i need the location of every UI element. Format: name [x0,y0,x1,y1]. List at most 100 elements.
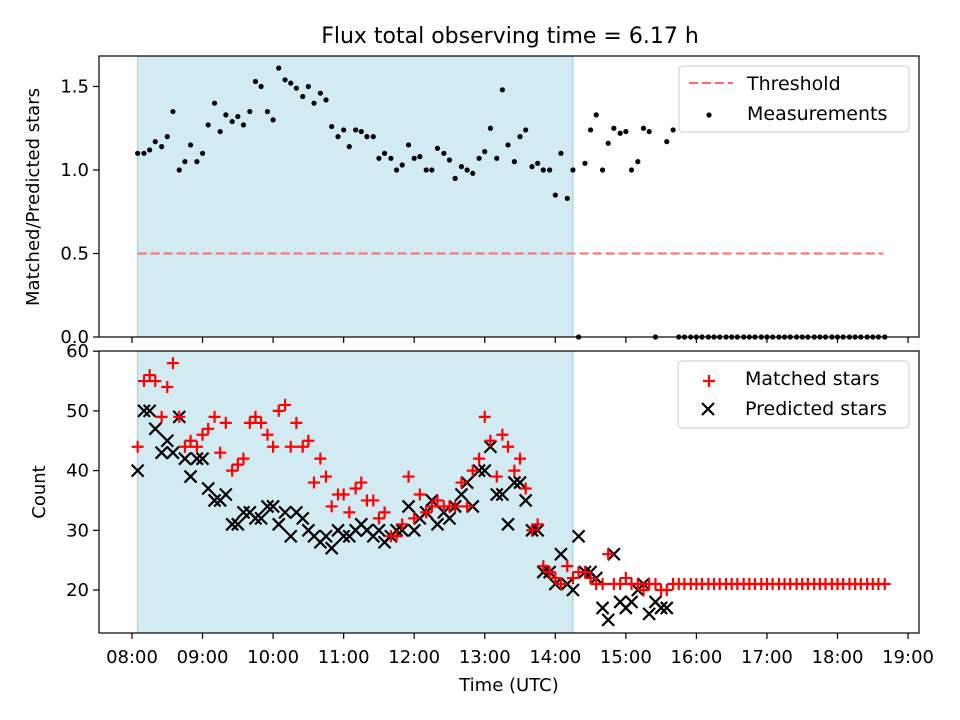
matched-star-point [190,440,203,453]
star-count-y-axis-label: Count [29,465,50,518]
flux-ratio-axes-frame [98,55,920,338]
matched-star-point [202,422,215,435]
matched-star-point [425,500,438,513]
matched-star-point [660,584,673,596]
measurement-point [617,130,623,136]
measurement-point [470,170,476,176]
matched-star-point [161,381,174,394]
predicted-star-point [154,445,169,460]
measurement-point [446,157,453,163]
y-tick-label: 1.5 [60,77,89,98]
predicted-star-point [595,601,610,615]
y-tick-label: 60 [66,341,89,362]
measurement-point [429,167,435,173]
matched-star-point [554,578,567,591]
measurement-point [176,167,182,173]
matched-star-point [378,506,391,519]
matched-star-point [537,560,550,573]
predicted-star-point [190,451,204,466]
matched-star-point [372,512,385,525]
flux-ratio-legend: Threshold Measurements [678,65,910,133]
legend-matched-label: Matched stars [745,368,879,390]
y-tick-label: 40 [66,461,89,482]
x-tick-label: 13:00 [459,647,511,668]
matched-star-point [249,410,262,423]
measurement-point [417,154,423,160]
measurement-point [152,139,158,145]
measurement-point [552,192,558,198]
matched-star-point [531,518,544,531]
matched-star-point [184,434,197,447]
predicted-star-point [319,529,333,544]
predicted-star-point [401,499,416,514]
measurement-point [323,97,329,103]
predicted-star-point [442,511,457,526]
matched-star-point [455,476,468,489]
matched-star-point [325,500,338,513]
measurement-point [199,150,206,156]
flux-ratio-legend-box [678,65,910,133]
measurement-point [517,134,523,140]
matched-star-point [614,578,627,591]
predicted-star-point [148,422,163,436]
measurement-point [487,125,493,131]
matched-star-point [402,470,415,483]
matched-star-point [396,518,409,531]
matched-star-point [149,375,162,388]
matched-star-point [290,416,303,429]
x-tick-label: 15:00 [600,647,652,668]
measurement-point [358,128,364,135]
legend-predicted-swatch [701,402,715,416]
measurement-point [494,155,500,161]
measurement-point [635,159,641,165]
measurement-point [376,155,382,161]
predicted-star-point [601,613,615,627]
star-count-y-ticks: 20 30 40 50 60 [66,341,99,601]
x-tick-label: 16:00 [670,647,722,668]
matched-star-point [619,572,632,585]
predicted-star-point [278,505,292,520]
matched-star-point [208,410,221,423]
measurement-point [194,159,200,165]
measurement-point [258,83,264,90]
matched-star-point [508,464,521,477]
flux-ratio-y-axis-label: Matched/Predicted stars [23,88,44,306]
measurement-point [141,150,147,156]
matched-star-point [490,470,503,483]
x-tick-label: 09:00 [177,647,229,668]
measurement-point [370,134,376,140]
measurement-point [335,134,341,140]
predicted-star-point [501,517,515,532]
predicted-star-point [130,463,145,478]
star-count-legend-box [677,360,910,429]
measurement-point [640,125,647,131]
measurement-point [564,195,570,201]
matched-star-point [255,416,268,429]
predicted-star-point [407,523,421,538]
matched-star-point [449,500,462,513]
measurement-point [364,134,370,140]
measurement-point [346,144,352,150]
matched-star-point [143,369,156,382]
predicted-star-point [507,475,522,490]
measurement-point [276,65,282,71]
matched-star-point [284,440,297,453]
matched-star-point [413,488,426,501]
measurement-point [282,77,288,83]
matched-star-point [231,458,244,471]
measurement-point [252,78,259,85]
matched-star-point [243,416,256,429]
star-count-panel: 20 30 40 50 60 08:00 09:00 10:00 11:00 12:00 13:0… [29,341,934,696]
predicted-star-point [495,487,510,502]
x-tick-label: 11:00 [318,647,370,668]
matched-star-point [473,452,486,465]
measurement-point [511,159,517,165]
matched-star-point [337,488,350,501]
predicted-star-point [430,517,445,532]
matched-star-point [484,434,497,447]
y-tick-label: 30 [66,520,89,541]
measurement-point [170,108,176,115]
flux-ratio-observing-span [137,55,574,338]
matched-star-point [308,476,321,489]
